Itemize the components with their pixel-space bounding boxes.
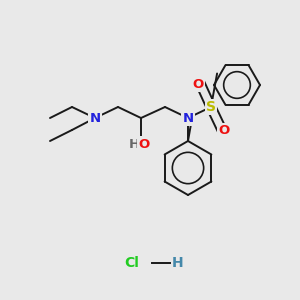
Text: O: O [192, 77, 204, 91]
Text: H: H [172, 256, 184, 270]
Text: N: N [182, 112, 194, 124]
Text: Cl: Cl [124, 256, 140, 270]
Text: S: S [206, 100, 216, 114]
Text: O: O [218, 124, 230, 137]
Text: N: N [89, 112, 100, 124]
Text: O: O [138, 137, 150, 151]
Text: H: H [128, 137, 140, 151]
